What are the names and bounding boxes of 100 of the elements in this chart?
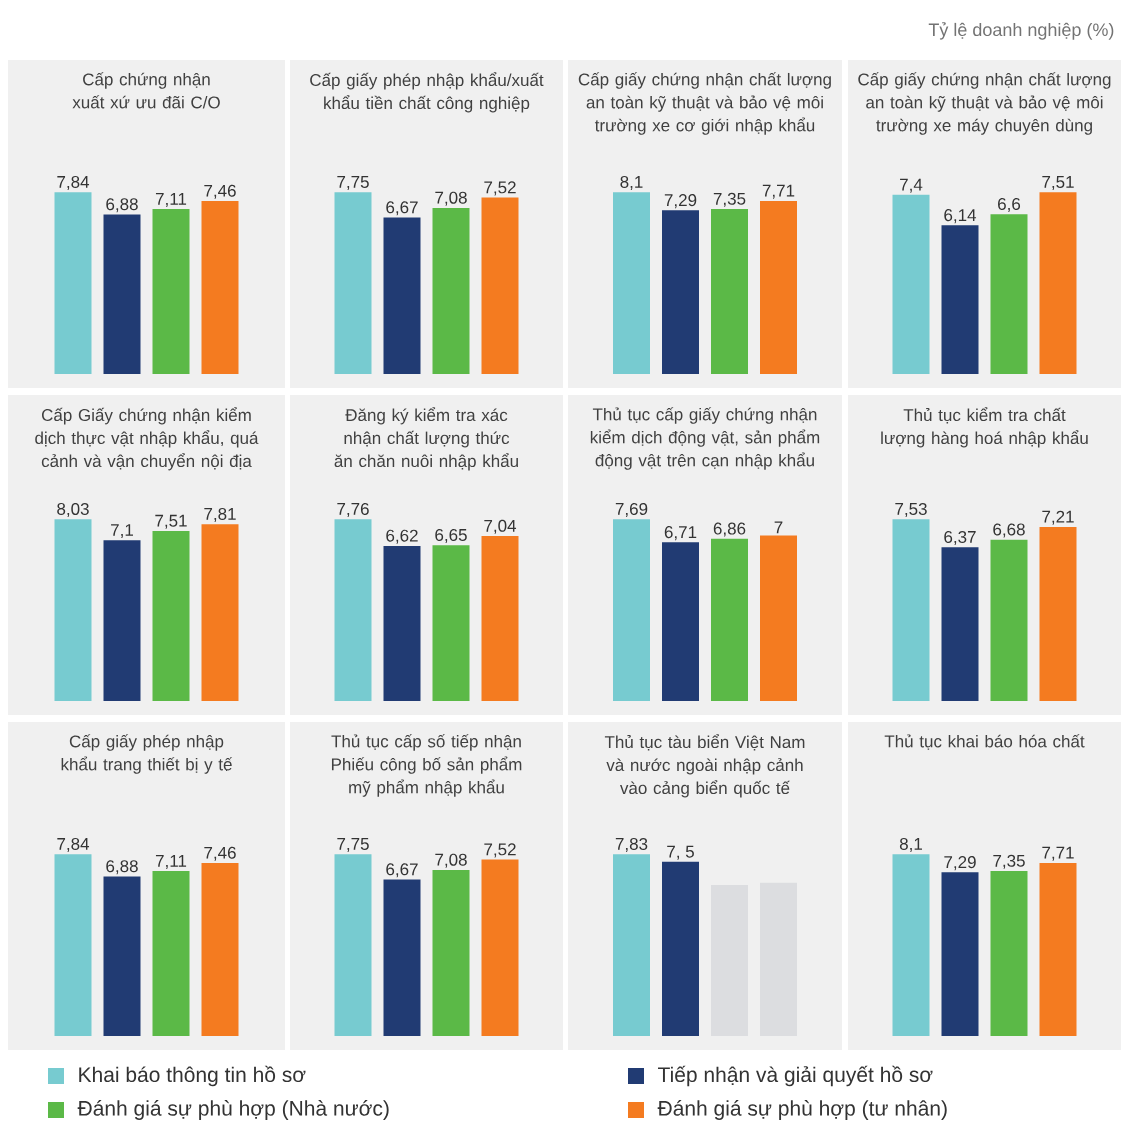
data-label: 7,75 xyxy=(337,838,369,852)
bar xyxy=(1039,526,1077,701)
chart-title: Cấp Giấy chứng nhận kiểm dịch thực vật nhập khẩu, quá cảnh và vận chuyển nội địa xyxy=(35,407,259,471)
bar xyxy=(432,545,470,701)
bar xyxy=(760,535,797,701)
data-label: 6,86 xyxy=(713,522,746,537)
bar xyxy=(54,519,92,701)
bar xyxy=(481,859,519,1036)
chart-title: Thủ tục tàu biển Việt Nam và nước ngoài nhập cảnh vào cảng biển quốc tế xyxy=(604,734,805,798)
bar xyxy=(941,225,979,374)
data-label: 7,53 xyxy=(895,502,927,517)
data-label: 7 xyxy=(774,521,783,534)
data-label: 8,1 xyxy=(620,175,643,190)
chart-title: Thủ tục kiểm tra chất lượng hàng hoá nhập khẩu xyxy=(881,407,1088,448)
bar xyxy=(892,194,930,374)
data-label: 6,88 xyxy=(106,860,138,875)
chart-title: Thủ tục cấp số tiếp nhận Phiếu công bố sản phẩm mỹ phẩm nhập khẩu xyxy=(331,734,522,797)
data-label: 7,51 xyxy=(155,514,187,529)
bar xyxy=(1039,862,1077,1036)
bar xyxy=(990,214,1028,374)
bar xyxy=(103,876,141,1036)
data-label: 6,67 xyxy=(386,201,418,216)
data-label: 7,35 xyxy=(713,192,746,207)
bar xyxy=(201,200,239,374)
chart-title: Cấp giấy chứng nhận chất lượng an toàn kỹ thuật và bảo vệ môi trường xe máy chuyên dùng xyxy=(858,72,1111,135)
data-label: 7,52 xyxy=(484,181,516,196)
bar xyxy=(383,217,421,374)
bar xyxy=(383,879,421,1036)
bar xyxy=(662,861,699,1036)
bar xyxy=(334,192,372,374)
data-label: 7,83 xyxy=(615,837,648,852)
data-label: 7,51 xyxy=(1042,176,1074,190)
data-label: 7,21 xyxy=(1042,510,1074,525)
bar xyxy=(481,536,519,701)
data-label: 7,4 xyxy=(900,178,923,193)
bar xyxy=(613,854,650,1036)
bar xyxy=(481,197,519,374)
data-label: 6,71 xyxy=(664,526,697,541)
data-label: 7,69 xyxy=(615,502,648,517)
data-label: 7,11 xyxy=(155,193,187,207)
data-label: 7,46 xyxy=(204,846,236,861)
bar xyxy=(990,539,1028,701)
data-label: 7,75 xyxy=(337,176,369,190)
bar xyxy=(334,854,372,1036)
chart-title: Cấp giấy phép nhập khẩu trang thiết bị y tế xyxy=(61,734,233,774)
bar xyxy=(201,862,239,1036)
data-label: 7,71 xyxy=(1042,846,1074,861)
legend-label: Khai báo thông tin hồ sơ xyxy=(79,1065,306,1087)
data-label: 7,1 xyxy=(111,524,133,539)
bar xyxy=(990,871,1028,1036)
bar xyxy=(103,540,141,701)
bar xyxy=(334,519,372,701)
bar xyxy=(613,192,650,374)
data-label: 7,04 xyxy=(484,519,517,534)
data-label: 6,14 xyxy=(944,209,977,224)
data-label: 7,52 xyxy=(484,843,516,858)
chart-title: Cấp giấy phép nhập khẩu/xuất khẩu tiền chất công nghiệp xyxy=(310,72,544,113)
bar xyxy=(432,207,470,374)
data-label: 6,37 xyxy=(944,530,976,545)
data-label: 6,88 xyxy=(106,198,138,213)
data-label: 7,29 xyxy=(944,856,976,871)
bar xyxy=(941,872,979,1036)
bar xyxy=(201,524,239,701)
data-label: 8,03 xyxy=(57,502,89,517)
bar xyxy=(103,214,141,374)
chart-title: Thủ tục cấp giấy chứng nhận kiểm dịch động vật, sản phẩm động vật trên cạn nhập khẩu xyxy=(590,407,820,470)
bar xyxy=(152,209,190,374)
bar xyxy=(152,871,190,1036)
text: Tỷ lệ doanh nghiệp (%) xyxy=(928,22,1114,40)
data-label: 7,84 xyxy=(57,837,90,852)
data-label: 7,08 xyxy=(435,191,467,206)
bar xyxy=(892,519,930,701)
data-label: 7,46 xyxy=(204,184,236,199)
data-label: 6,65 xyxy=(435,528,467,543)
data-label: 6,6 xyxy=(998,197,1021,213)
data-label: 7,84 xyxy=(57,175,90,190)
chart-title: Cấp chứng nhận xuất xứ ưu đãi C/O xyxy=(72,72,220,109)
data-label: 7,35 xyxy=(993,854,1025,869)
chart-title: Thủ tục khai báo hóa chất xyxy=(884,734,1085,750)
legend-label: Đánh giá sự phù hợp (tư nhân) xyxy=(657,1100,947,1120)
legend-label: Tiếp nhận và giải quyết hồ sơ xyxy=(658,1065,933,1087)
bar xyxy=(54,192,92,374)
bar xyxy=(383,545,421,701)
bar xyxy=(613,519,650,701)
chart-title: Đăng ký kiểm tra xác nhận chất lượng thức ăn chăn nuôi nhập khẩu xyxy=(334,407,518,471)
bar xyxy=(152,530,190,701)
data-label: 7,81 xyxy=(204,507,236,522)
data-label: 6,68 xyxy=(993,523,1025,538)
data-label: 7, 5 xyxy=(667,845,694,860)
data-label: 7,76 xyxy=(337,502,369,517)
data-label: 7,29 xyxy=(664,194,697,209)
bar xyxy=(54,854,92,1036)
bar xyxy=(1039,192,1077,374)
bar xyxy=(941,547,979,701)
data-label: 7,08 xyxy=(435,853,467,868)
bar xyxy=(711,538,748,701)
bar xyxy=(711,209,748,374)
data-label: 6,67 xyxy=(386,863,418,878)
data-label: 7,11 xyxy=(155,855,187,869)
data-label: 6,62 xyxy=(386,529,418,544)
